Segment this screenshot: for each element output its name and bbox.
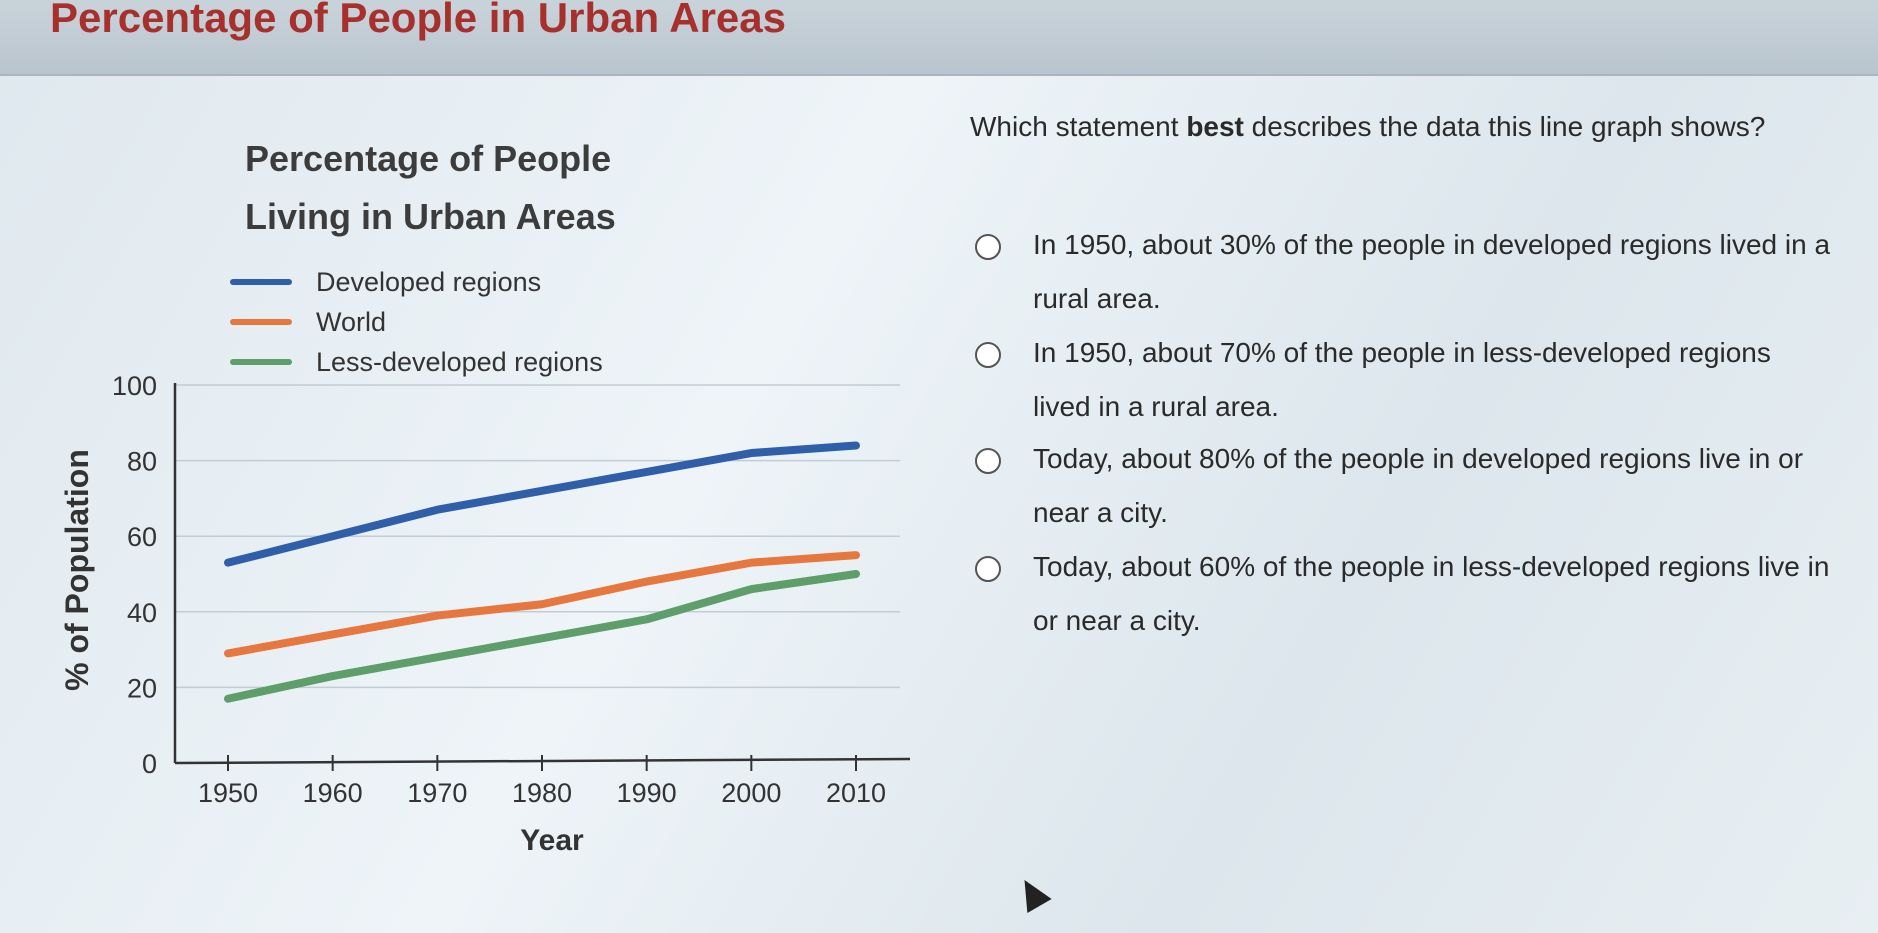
x-tick-label: 2010	[826, 778, 886, 808]
x-tick-label: 1950	[198, 778, 258, 808]
x-tick-label: 1990	[617, 778, 677, 808]
option-label: In 1950, about 30% of the people in deve…	[1033, 229, 1831, 314]
x-tick-label: 2000	[721, 778, 781, 808]
legend-label: Developed regions	[316, 266, 542, 297]
radio-button[interactable]	[975, 448, 1001, 474]
answer-option-4[interactable]: Today, about 60% of the people in less-d…	[975, 540, 1833, 648]
legend-item: Less-developed regions	[230, 342, 603, 382]
answer-option-1[interactable]: In 1950, about 30% of the people in deve…	[975, 218, 1833, 326]
question-text: Which statement best describes the data …	[970, 100, 1770, 154]
chart-legend: Developed regions World Less-developed reg…	[230, 262, 603, 382]
question-suffix: describes the data this line graph shows…	[1243, 111, 1766, 142]
page-title: Percentage of People in Urban Areas	[50, 0, 787, 41]
y-tick-label: 80	[127, 447, 157, 477]
series-line-developed-regions	[224, 441, 860, 567]
x-tick-label: 1980	[512, 778, 572, 808]
option-label: Today, about 80% of the people in develo…	[1033, 443, 1804, 528]
legend-item: Developed regions	[230, 262, 603, 302]
legend-label: World	[316, 306, 387, 337]
legend-label: Less-developed regions	[316, 346, 603, 377]
radio-button[interactable]	[975, 234, 1001, 260]
legend-swatch	[230, 319, 292, 325]
y-axis-label: % of Population	[59, 449, 95, 691]
legend-swatch	[230, 279, 292, 285]
chart-title: Percentage of People Living in Urban Are…	[245, 138, 616, 237]
question-prefix: Which statement	[970, 111, 1187, 142]
header-bar: Percentage of People in Urban Areas	[0, 0, 1878, 76]
x-tick-label: 1960	[303, 778, 363, 808]
radio-button[interactable]	[975, 342, 1001, 368]
question-emphasis: best	[1186, 111, 1244, 142]
y-tick-label: 40	[127, 598, 157, 628]
option-label: Today, about 60% of the people in less-d…	[1033, 551, 1830, 636]
x-tick-label: 1970	[407, 778, 467, 808]
option-label: In 1950, about 70% of the people in less…	[1033, 337, 1771, 422]
answer-option-2[interactable]: In 1950, about 70% of the people in less…	[975, 326, 1833, 434]
y-tick-label: 100	[112, 371, 157, 401]
legend-swatch	[230, 359, 292, 365]
x-axis-label: Year	[520, 824, 584, 857]
answer-option-3[interactable]: Today, about 80% of the people in develo…	[975, 432, 1833, 540]
y-tick-label: 20	[127, 673, 157, 703]
y-tick-label: 0	[142, 749, 157, 779]
legend-item: World	[230, 302, 603, 342]
y-tick-label: 60	[127, 522, 157, 552]
radio-button[interactable]	[975, 556, 1001, 582]
